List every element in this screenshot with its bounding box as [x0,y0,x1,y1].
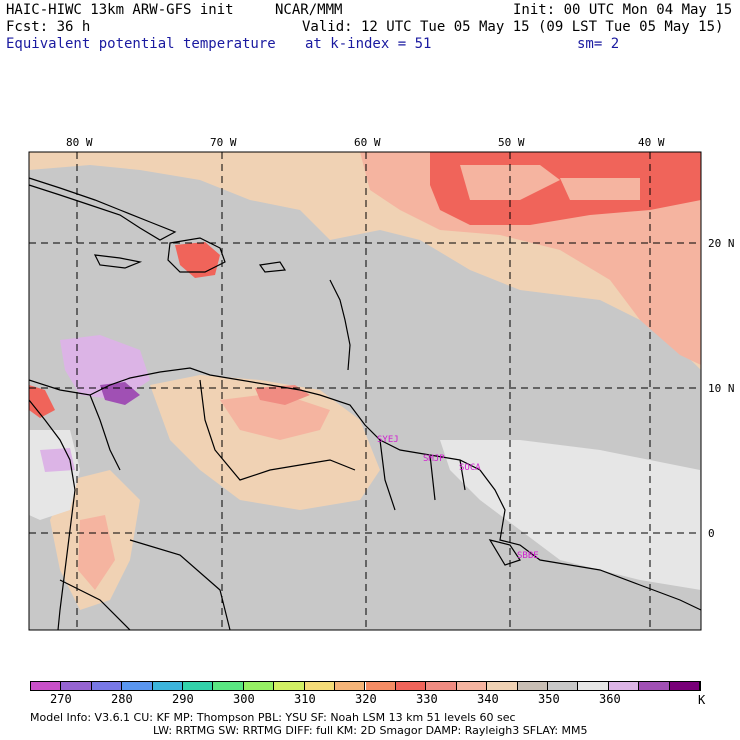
lon-label-80w: 80 W [66,136,93,149]
thetae-365-west [40,448,75,472]
lat-lon-grid [29,152,701,630]
thetae-360-east [440,440,701,590]
french-guiana-border [459,459,466,491]
thetae-335-land [255,385,310,405]
colorbar-tick-label: 320 [355,692,377,706]
map-frame [28,151,702,631]
colorbar-cell [122,682,153,690]
colorbar-cell [639,682,670,690]
level-index: at k-index = 51 [305,36,432,52]
colorbar-cell [456,682,488,690]
model-info-line1: Model Info: V3.6.1 CU: KF MP: Thompson P… [30,711,516,724]
model-title: HAIC-HIWC 13km ARW-GFS init [6,2,234,18]
colorbar-cell [426,682,457,690]
valid-time: Valid: 12 UTC Tue 05 May 15 (09 LST Tue … [302,19,724,35]
colorbar-cell [274,682,305,690]
pacific-coast [28,399,76,631]
colorbar-unit: K [698,693,706,707]
colorbar-cell [395,682,427,690]
marajo-island [488,539,521,566]
colorbar-cell [517,682,548,690]
forecast-hour: Fcst: 36 h [6,19,91,35]
colorbar-cell [669,682,700,690]
venezuela-border [199,379,356,481]
colorbar-tick-label: 280 [111,692,133,706]
colorbar-cell [578,682,609,690]
colorbar-tick-label: 300 [233,692,255,706]
colorbar-tick-label: 350 [538,692,560,706]
colorbar-tick-label: 360 [599,692,621,706]
colombia-border [89,394,121,471]
colorbar-cell [243,682,275,690]
colorbar [30,681,701,691]
thetae-330-west [29,385,55,418]
lesser-antilles [329,279,351,371]
colorbar-tick-label: 290 [172,692,194,706]
suriname-border [429,454,436,501]
station-sbbe: SBBE [517,551,539,561]
thetae-340-andes [78,515,115,590]
init-time: Init: 00 UTC Mon 04 May 15 [513,2,733,18]
lon-label-40w: 40 W [638,136,665,149]
colorbar-cell [183,682,214,690]
lat-label-10n: 10 N [708,382,735,395]
model-info-line2: LW: RRTMG SW: RRTMG DIFF: full KM: 2D Sm… [153,724,588,737]
thetae-340-land [220,395,330,440]
thetae-330-hispaniola [175,242,220,278]
lat-label-0: 0 [708,527,715,540]
coastlines [28,177,702,631]
colorbar-tick-label: 330 [416,692,438,706]
lon-label-60w: 60 W [354,136,381,149]
colorbar-cell [31,682,62,690]
peru-border [129,539,231,631]
colorbar-tick-label: 310 [294,692,316,706]
org-label: NCAR/MMM [275,2,343,18]
station-soca: SOCA [459,463,481,473]
lat-label-20n: 20 N [708,237,735,250]
colorbar-cell [61,682,92,690]
colorbar-cell [91,682,123,690]
cuba-coast [28,177,177,241]
station-syej: SYEJ [377,435,399,445]
hispaniola-coast [167,237,226,273]
colorbar-cell [152,682,184,690]
smoothing: sm= 2 [577,36,620,52]
colorbar-cell [213,682,244,690]
field-name: Equivalent potential temperature [6,36,276,52]
colorbar-tick-label: 340 [477,692,499,706]
jamaica-coast [93,254,143,269]
puerto-rico-coast [258,261,287,273]
colorbar-cell [365,682,396,690]
colorbar-cell [608,682,640,690]
colorbar-cell [335,682,366,690]
map-panel [28,151,702,631]
ecuador-border [59,579,131,631]
thetae-340-pocket-2 [560,178,640,200]
thetae-365-zone [60,335,150,400]
colorbar-cell [487,682,518,690]
lon-label-50w: 50 W [498,136,525,149]
station-smjp: SMJP [423,454,445,464]
lon-label-70w: 70 W [210,136,237,149]
guyana-border [379,439,396,511]
colorbar-cell [304,682,336,690]
colorbar-cell [547,682,579,690]
colorbar-tick-label: 270 [50,692,72,706]
